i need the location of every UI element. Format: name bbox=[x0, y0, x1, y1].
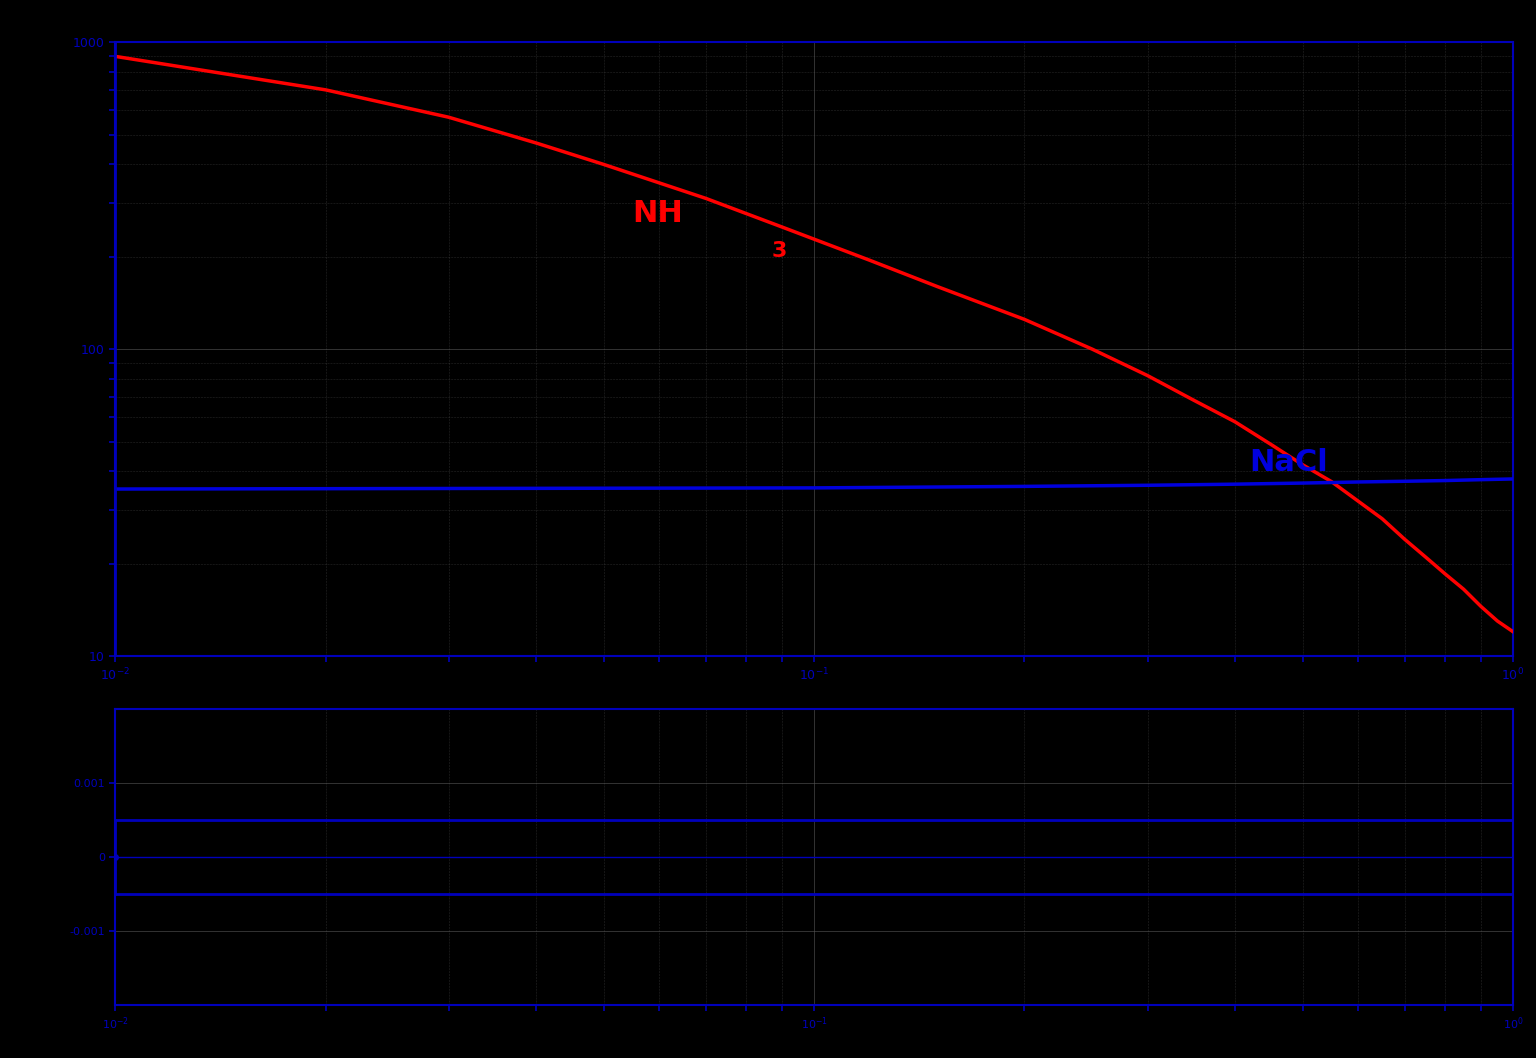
Text: NaCl: NaCl bbox=[1250, 449, 1329, 477]
Text: 3: 3 bbox=[771, 241, 786, 260]
Text: NH: NH bbox=[633, 199, 684, 227]
